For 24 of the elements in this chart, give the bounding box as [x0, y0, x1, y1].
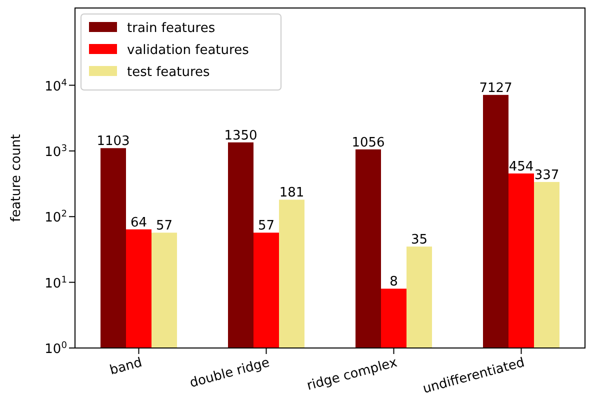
- data-label: 1350: [224, 128, 258, 144]
- data-label: 454: [508, 159, 534, 174]
- data-label: 35: [410, 232, 428, 248]
- data-label: 181: [279, 186, 304, 201]
- x-tick-label: double ridge: [188, 355, 272, 392]
- data-label: 7127: [479, 80, 512, 96]
- legend-label: test features: [127, 65, 210, 80]
- data-label: 337: [534, 168, 560, 183]
- legend-label: train features: [127, 21, 216, 36]
- y-tick-label: 10$^{3}$: [44, 144, 68, 160]
- y-tick-label: 10$^{0}$: [44, 341, 68, 357]
- x-tick-label: band: [108, 355, 144, 378]
- y-tick-label: 10$^{4}$: [44, 78, 68, 94]
- legend-label: validation features: [127, 43, 250, 58]
- y-tick-label: 10$^{2}$: [44, 210, 67, 226]
- data-label: 1056: [352, 135, 385, 150]
- y-axis-title: feature count: [9, 134, 24, 222]
- y-tick-label: 10$^{1}$: [44, 275, 67, 292]
- data-label: 64: [130, 215, 148, 230]
- data-label: 8: [390, 274, 398, 290]
- data-label: 57: [156, 218, 173, 234]
- data-label: 57: [258, 218, 275, 234]
- data-label: 1103: [96, 134, 130, 150]
- x-tick-label: ridge complex: [305, 355, 400, 394]
